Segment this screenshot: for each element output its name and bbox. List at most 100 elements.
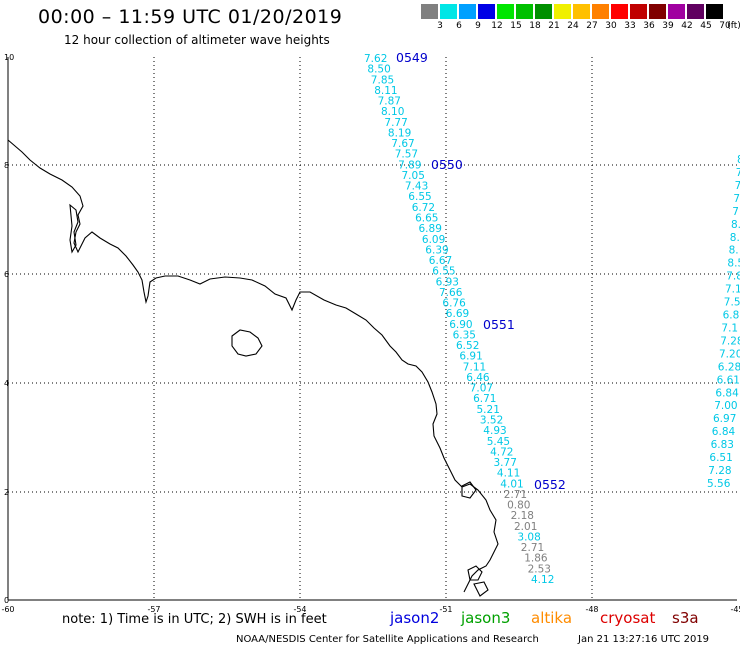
swh-value: 1.86 <box>524 553 548 565</box>
swh-value: 4.72 <box>490 446 513 458</box>
lon-tick-label: -48 <box>585 605 598 614</box>
swh-value-east: 7. <box>735 180 740 192</box>
pass-label: 0551 <box>483 317 515 332</box>
swh-value: 6.39 <box>425 244 448 256</box>
swh-value: 8.10 <box>381 106 404 118</box>
swh-value-east: 7.00 <box>714 400 737 412</box>
scale-label: 18 <box>529 21 541 31</box>
swh-value-east: 6.8 <box>723 310 740 322</box>
scale-label: 42 <box>681 21 693 31</box>
swh-value: 6.35 <box>453 329 476 341</box>
lon-tick-label: -51 <box>439 605 452 614</box>
scale-swatch <box>592 4 609 19</box>
swh-value: 0.80 <box>507 500 530 512</box>
lat-lon-grid <box>8 57 737 600</box>
swh-value: 5.21 <box>477 404 500 416</box>
scale-swatch <box>516 4 533 19</box>
swh-value: 6.72 <box>412 202 435 214</box>
scale-swatch <box>649 4 666 19</box>
legend-jason2: jason2 <box>390 609 440 627</box>
scale-unit: (ft) <box>727 21 740 31</box>
scale-swatch <box>535 4 552 19</box>
swh-value-east: 7.5 <box>724 297 740 309</box>
scale-label: 33 <box>624 21 636 31</box>
swh-value: 6.52 <box>456 340 479 352</box>
swh-value-east: 5.56 <box>707 478 731 490</box>
scale-label: 9 <box>475 21 481 31</box>
scale-label: 30 <box>605 21 617 31</box>
swh-value-east: 6.28 <box>718 361 740 373</box>
swh-value: 4.12 <box>531 574 554 586</box>
scale-label: 27 <box>586 21 598 31</box>
generation-timestamp: Jan 21 13:27:16 UTC 2019 <box>578 634 710 645</box>
scale-swatch <box>687 4 704 19</box>
swh-value-east: 7.20 <box>719 348 740 360</box>
scale-label: 12 <box>491 21 503 31</box>
swh-value-east: 6.84 <box>712 426 736 438</box>
swh-value: 7.07 <box>470 383 493 395</box>
swh-value: 6.67 <box>429 255 452 267</box>
swh-value: 2.01 <box>514 521 537 533</box>
swh-value-east: 8.5 <box>727 258 740 270</box>
lat-tick-label: 10 <box>4 53 14 62</box>
swh-value-east: 7.28 <box>708 465 731 477</box>
swh-value-east: 8. <box>737 154 740 166</box>
scale-swatch <box>611 4 628 19</box>
swh-value: 6.90 <box>449 319 472 331</box>
swh-value: 2.71 <box>504 489 527 501</box>
swh-value-east: 8. <box>731 219 740 231</box>
scale-label: 70 <box>719 21 731 31</box>
swh-value: 8.50 <box>367 64 390 76</box>
legend-jason3: jason3 <box>461 609 511 627</box>
swh-value: 6.89 <box>419 223 442 235</box>
swh-value-east: 7. <box>732 206 740 218</box>
scale-swatch <box>478 4 495 19</box>
swh-value-east: 7.8 <box>726 271 740 283</box>
swh-value: 6.69 <box>446 308 469 320</box>
swh-value-east: 7.28 <box>720 335 740 347</box>
swh-value: 7.87 <box>378 96 401 108</box>
swh-value: 7.57 <box>395 149 418 161</box>
pass-number-labels: 0549 0550 0551 0552 <box>396 50 566 492</box>
swh-value: 6.46 <box>466 372 490 384</box>
scale-swatch <box>573 4 590 19</box>
swh-value-east: 6.61 <box>717 374 740 386</box>
scale-swatch <box>497 4 514 19</box>
scale-label: 15 <box>510 21 522 31</box>
scale-swatch <box>421 4 438 19</box>
map-subtitle: 12 hour collection of altimeter wave hei… <box>64 33 330 47</box>
scale-swatch <box>440 4 457 19</box>
swh-value-east: 7. <box>736 167 740 179</box>
map-frame <box>7 57 737 601</box>
lon-tick-label: -45 <box>730 605 740 614</box>
pass-label: 0550 <box>431 157 463 172</box>
swh-value: 4.93 <box>483 425 506 437</box>
swh-value-east: 8. <box>729 245 739 257</box>
swh-value-east: 6.84 <box>715 387 739 399</box>
legend-s3a: s3a <box>672 609 699 627</box>
map-title: 00:00 – 11:59 UTC 01/20/2019 <box>38 6 343 28</box>
scale-label: 21 <box>548 21 560 31</box>
swh-value: 6.71 <box>473 393 496 405</box>
scale-label: 36 <box>643 21 655 31</box>
scale-swatch <box>630 4 647 19</box>
lat-tick-label: 8 <box>4 161 9 170</box>
swh-value-east: 8. <box>730 232 740 244</box>
swh-value: 3.08 <box>517 532 540 544</box>
swh-value: 6.65 <box>415 213 438 225</box>
legend-altika: altika <box>531 609 573 627</box>
swh-value: 6.55 <box>432 266 455 278</box>
swh-value: 2.18 <box>511 510 534 522</box>
swh-value: 6.55 <box>408 191 431 203</box>
swh-value: 3.52 <box>480 415 503 427</box>
swh-value: 3.77 <box>494 457 517 469</box>
scale-label: 45 <box>700 21 712 31</box>
lat-tick-label: 4 <box>4 379 9 388</box>
scale-swatch <box>706 4 723 19</box>
coastline <box>7 139 499 597</box>
swh-value: 7.85 <box>371 74 394 86</box>
lat-tick-label: 2 <box>4 488 9 497</box>
scale-label: 3 <box>437 21 443 31</box>
swh-value-east: 7.1 <box>725 284 740 296</box>
